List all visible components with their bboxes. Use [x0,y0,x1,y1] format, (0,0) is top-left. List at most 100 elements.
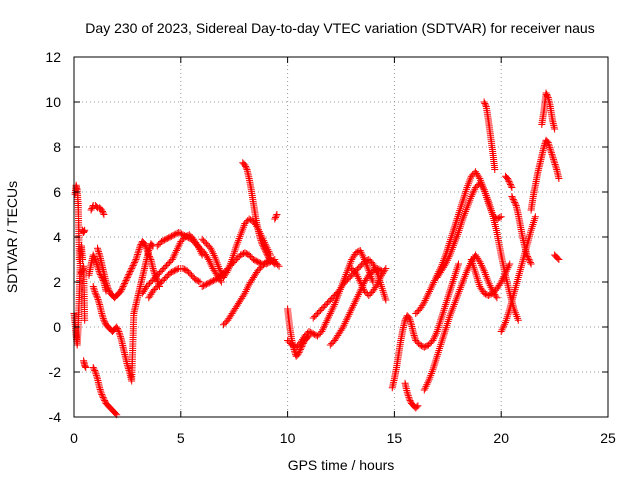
data-point [348,305,356,313]
x-tick-label: 25 [600,430,616,446]
data-point [543,92,551,100]
data-point [306,328,314,336]
data-point [101,397,109,404]
data-point [163,262,171,269]
data-point [212,275,220,283]
data-point [449,277,457,285]
data-point [200,282,208,290]
series-s5 [80,357,90,371]
data-point [554,254,562,262]
data-point [242,164,250,172]
data-point [183,267,191,275]
data-point [529,220,537,228]
data-point [113,325,121,332]
data-point [159,237,167,245]
data-point [256,233,264,241]
data-point [321,302,329,310]
data-point [147,278,155,286]
data-point [134,249,142,257]
data-point [484,292,492,299]
data-point [339,323,347,331]
data-point [505,309,513,317]
data-point [484,278,492,286]
data-point [365,256,373,263]
data-point [345,274,353,282]
data-point [479,184,487,192]
data-point [257,236,265,244]
data-point [523,251,531,259]
data-point [505,178,513,185]
data-point [511,200,519,208]
data-point [311,313,319,320]
data-point [134,250,142,258]
data-point [245,251,253,259]
data-point [437,339,445,347]
data-point [447,285,455,293]
data-point [499,324,507,332]
data-point [259,241,267,249]
data-point [325,298,333,305]
data-point [271,260,279,268]
data-point [444,293,452,301]
data-point [439,308,447,316]
data-point [507,182,515,190]
series-s23 [348,265,390,299]
data-point [135,245,143,253]
data-point [491,166,499,173]
data-point [510,197,518,205]
data-point [475,173,483,181]
data-point [476,258,484,266]
data-point [504,264,512,272]
data-point [528,224,536,232]
data-point [369,267,377,275]
data-point [358,250,366,258]
data-point [95,249,103,257]
data-point [452,268,460,276]
data-point [119,283,127,290]
series-s4 [79,226,89,236]
data-point [407,319,415,327]
data-point [506,181,514,188]
data-point [352,269,360,277]
data-point [91,256,99,263]
data-point [95,297,103,305]
data-point [206,259,214,267]
data-point [148,277,156,284]
data-point [96,384,104,392]
data-point [496,214,504,221]
data-point [545,142,553,150]
data-point [169,254,177,262]
data-point [163,272,171,280]
series-s29 [467,256,514,299]
data-point [242,287,250,295]
data-point [322,301,330,308]
series-s35 [538,89,559,133]
data-point [555,175,563,182]
data-point [530,219,538,227]
data-point [99,315,107,323]
data-point [231,248,239,256]
data-point [145,251,153,259]
data-point [550,157,558,165]
data-point [328,295,336,302]
data-point [178,236,186,244]
data-point [294,342,302,350]
data-point [146,254,154,262]
data-point [99,209,107,217]
series-s17 [239,159,279,268]
data-point [173,245,181,253]
data-point [89,283,97,290]
data-point [524,253,532,260]
data-point [531,215,539,223]
data-point [104,283,112,291]
data-point [125,271,133,278]
data-point [237,251,245,259]
data-point [273,211,281,218]
y-tick-label: 6 [53,184,61,200]
data-point [360,258,368,266]
data-point [98,310,106,317]
data-point [352,296,360,304]
data-point [97,389,105,397]
data-point [404,392,412,400]
data-point [314,310,322,317]
